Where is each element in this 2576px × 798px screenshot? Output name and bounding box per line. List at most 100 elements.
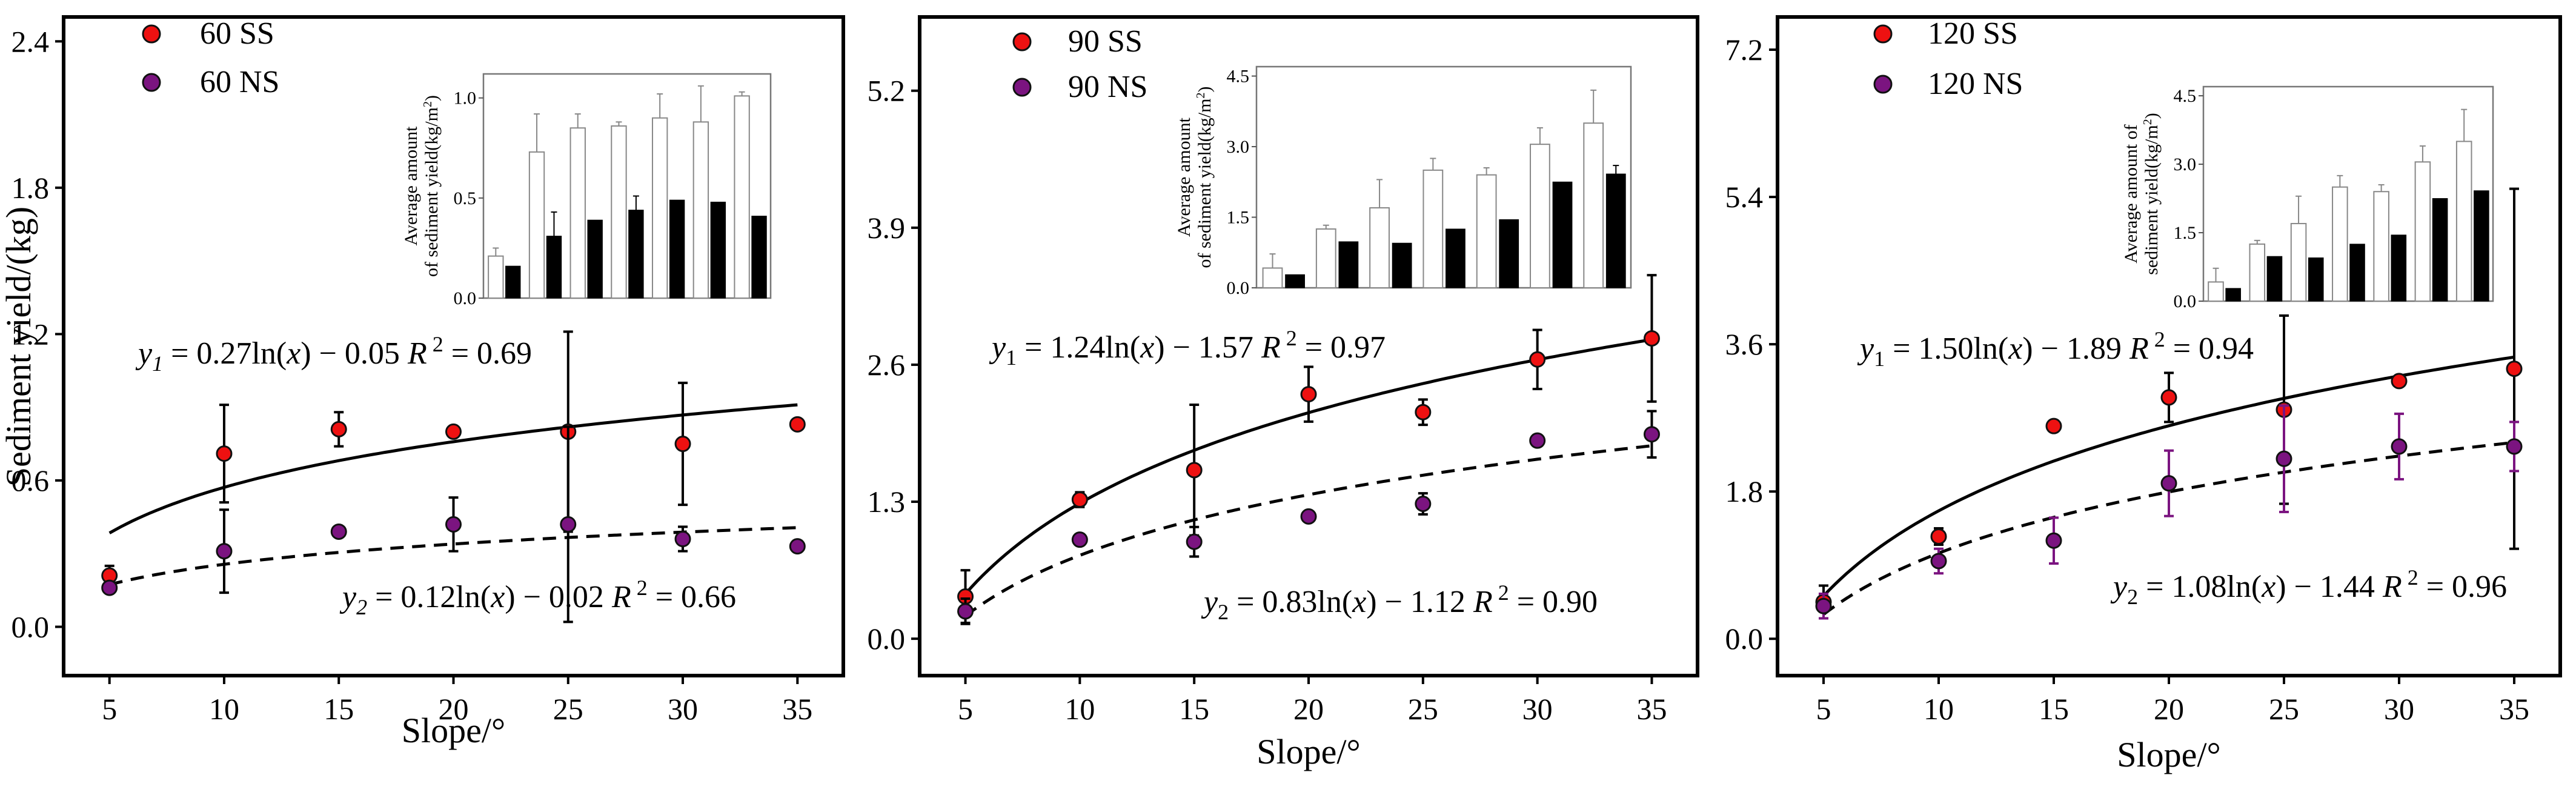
inset-bar-filled [505,265,521,299]
inset-bar-filled [710,201,726,299]
y-tick-label: 5.2 [868,74,906,108]
inset-bar-open [2290,222,2307,302]
ns-point [1815,597,1832,614]
inset-bar-open [1369,207,1390,288]
legend-label: 60 SS [200,16,274,51]
chart-panel-120: 5 10 15 20 25 30 35 0.0 1.8 3.6 5.4 7.2 Slope/° 120 S… [1725,15,2562,774]
y-tick-label: 1.8 [12,171,50,205]
inset-y-label-line1: Average amount [1174,117,1194,237]
x-axis-label: Slope/° [1256,732,1360,771]
y-tick-label: 1.8 [1725,474,1764,508]
inset-y-tick-label: 0.0 [1227,278,1250,298]
y-axis-label: Sediment yield/(kg) [0,207,38,487]
ns-point [216,543,233,560]
x-tick-label: 10 [1924,692,1954,726]
ns-point [1643,426,1660,443]
x-tick-label: 35 [2499,692,2529,726]
inset-y-tick-label: 3.0 [2174,155,2197,175]
equation-ss: y1 = 0.27ln(x) − 0.05 R 2 = 0.69 [135,332,532,376]
ss-point [789,416,806,433]
ns-point [560,516,577,533]
ss-point [2506,361,2523,377]
inset-bar-open [569,127,586,299]
x-axis-label: Slope/° [2117,735,2220,774]
inset-bar-filled [2225,288,2241,302]
ns-point [2391,438,2408,455]
inset-bar-open [1530,144,1550,288]
ns-point [1186,533,1203,550]
ss-point [1643,330,1660,347]
chart-panel-60: 5 10 15 20 25 30 35 0.0 0.6 1.2 1.8 2.4 Slope/° Sedim… [0,15,845,750]
legend-marker [1873,75,1893,94]
inset-bar-open [2455,141,2472,302]
inset-bar-filled [669,199,685,299]
x-tick-label: 25 [2269,692,2299,726]
y-tick-label: 3.6 [1725,327,1764,361]
y-tick-label: 0.0 [868,622,906,656]
inset-bar-open [488,255,504,299]
ss-point [445,423,462,440]
ns-point [330,523,347,540]
y-tick-label: 1.2 [12,317,50,351]
ss-point [2160,389,2177,406]
inset-y-tick-label: 1.0 [454,88,477,108]
x-tick-label: 5 [958,692,973,726]
inset-bar-filled [1285,274,1305,288]
inset-frame [1255,65,1632,289]
ns-point [1415,496,1432,513]
x-tick-label: 25 [553,692,583,726]
inset-bar-filled [587,219,603,299]
inset-y-tick-label: 0.5 [454,188,477,208]
x-tick-label: 35 [1636,692,1667,726]
legend-marker [1012,32,1032,52]
y-tick-label: 7.2 [1725,33,1764,67]
inset-frame [2202,85,2494,302]
y-tick-label: 0.6 [12,464,50,497]
ns-point [1930,553,1947,570]
y-tick-label: 0.0 [1725,622,1764,656]
inset-y-tick-label: 4.5 [2174,86,2197,106]
x-tick-label: 30 [2384,692,2414,726]
inset-bar-filled [1605,173,1626,288]
fit-curve-ns [964,444,1652,617]
ns-point [957,603,974,620]
inset-bar-open [2208,281,2224,302]
legend-label: 120 NS [1928,67,2023,101]
ss-point [2391,373,2408,390]
ns-point [674,531,691,548]
y-tick-label: 3.9 [868,211,906,245]
ns-point [2506,438,2523,455]
inset-bar-open [611,125,627,299]
inset-y-label-line2: of sediment yield(kg/m2) [1194,87,1215,268]
ns-point [1071,531,1088,548]
x-tick-label: 10 [209,692,239,726]
legend-label: 60 NS [200,65,279,99]
legend-label: 90 SS [1068,24,1143,59]
inset-bar-filled [1446,228,1466,288]
inset-y-tick-label: 0.0 [2174,291,2197,311]
ns-point [445,516,462,533]
equation-ns: y2 = 0.83ln(x) − 1.12 R 2 = 0.90 [1201,580,1598,624]
equation-ss: y1 = 1.24ln(x) − 1.57 R 2 = 0.97 [989,326,1386,370]
inset-bar-open [692,121,709,299]
x-axis-label: Slope/° [402,711,505,750]
x-tick-label: 35 [782,692,812,726]
legend-marker [142,24,161,44]
y-tick-label: 1.3 [868,485,906,519]
y-tick-label: 2.6 [868,348,906,382]
inset-y-tick-label: 1.5 [2174,223,2197,243]
inset-frame [482,73,772,299]
ns-point [101,579,118,596]
inset-bar-filled [2432,198,2448,302]
inset-bar-open [1262,267,1283,288]
ss-point [2045,417,2062,434]
inset-bar-open [2249,243,2266,302]
x-tick-label: 15 [1179,692,1209,726]
inset-y-label-line1: Average amount [401,126,421,246]
ss-point [1529,351,1546,368]
inset-y-label-line2: of sediment yield(kg/m2) [421,95,442,277]
ns-point [789,538,806,555]
inset-bar-filled [628,210,644,299]
inset-bar-filled [1499,219,1519,288]
inset-y-tick-label: 4.5 [1227,67,1250,87]
